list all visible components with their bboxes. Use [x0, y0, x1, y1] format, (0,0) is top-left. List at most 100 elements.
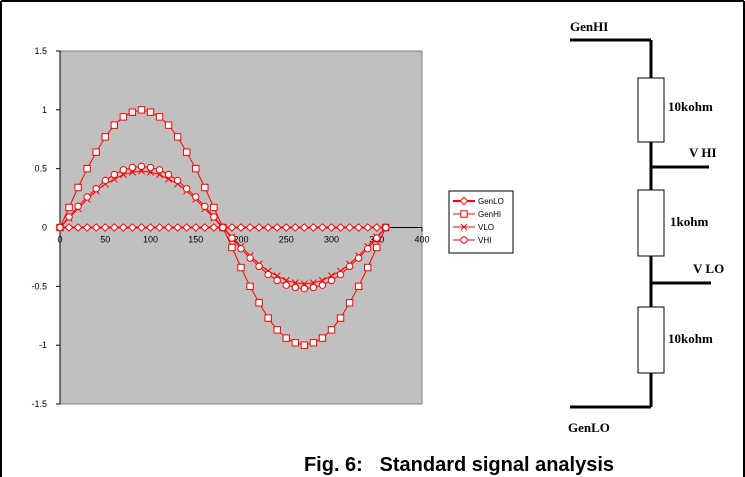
data-point	[318, 334, 327, 342]
data-point	[119, 113, 128, 121]
data-point	[128, 108, 137, 116]
data-point	[100, 223, 110, 232]
data-point	[345, 299, 354, 307]
data-point	[309, 283, 318, 292]
data-point	[200, 223, 210, 232]
legend-label: GenLO	[478, 197, 504, 206]
data-point	[164, 121, 173, 129]
series-vhi	[56, 162, 390, 293]
resistor-2	[637, 189, 665, 257]
data-point	[246, 282, 254, 291]
genhi-label: GenHI	[570, 19, 608, 34]
data-point	[336, 223, 345, 232]
data-point	[92, 184, 100, 193]
y-tick-label: -1	[39, 340, 47, 350]
legend: GenLO GenHI VLO VHI	[448, 190, 514, 254]
data-point	[272, 223, 282, 232]
data-point	[137, 162, 146, 171]
resistor-3-label: 10kohm	[668, 331, 713, 346]
data-point	[74, 202, 82, 211]
resistor-1-label: 10kohm	[668, 99, 713, 114]
voltage-divider-circuit	[570, 38, 711, 409]
resistor-1	[637, 77, 665, 143]
data-point	[210, 203, 218, 212]
y-tick-label: 0.5	[34, 164, 47, 174]
legend-item-vhi: VHI	[453, 236, 491, 245]
data-point	[255, 262, 263, 271]
data-point	[219, 223, 227, 232]
data-point	[263, 223, 273, 232]
circuit-labels: GenHI 10kohm V HI 1kohm V LO 10kohm GenL…	[568, 19, 724, 435]
data-point	[192, 164, 200, 173]
data-point	[92, 148, 100, 156]
data-point	[364, 263, 372, 272]
data-point	[273, 326, 281, 334]
data-point	[282, 281, 290, 289]
legend-label: GenHI	[478, 210, 501, 219]
data-point	[82, 223, 92, 232]
data-point	[354, 282, 363, 291]
resistor-3	[637, 306, 665, 374]
legend-label: VHI	[478, 236, 491, 245]
x-tick-label: 300	[324, 235, 339, 245]
chart: 1.510.50-0.5-1-1.50501001502002503003504…	[31, 46, 514, 409]
genlo-label: GenLO	[568, 420, 610, 435]
data-point	[173, 133, 182, 141]
data-point	[183, 184, 191, 193]
data-point	[101, 176, 109, 185]
data-point	[345, 223, 355, 232]
data-point	[83, 164, 91, 173]
data-point	[291, 339, 300, 347]
data-point	[273, 276, 281, 285]
x-tick-label: 200	[233, 235, 248, 245]
data-point	[173, 223, 183, 232]
data-point	[290, 223, 300, 232]
data-point	[345, 262, 354, 271]
data-point	[318, 223, 327, 232]
vhi-label: V HI	[689, 145, 717, 160]
data-point	[372, 223, 382, 232]
data-point	[74, 183, 82, 192]
data-point	[237, 244, 245, 253]
data-point	[155, 113, 164, 121]
data-point	[137, 106, 146, 114]
data-point	[137, 223, 146, 232]
data-point	[246, 254, 254, 262]
data-point	[118, 223, 128, 232]
data-point	[65, 213, 73, 221]
data-point	[209, 223, 219, 232]
data-point	[164, 170, 173, 179]
data-point	[201, 202, 209, 211]
x-tick-label: 400	[414, 235, 429, 245]
data-point	[201, 183, 209, 192]
data-point	[128, 163, 137, 172]
resistor-2-label: 1kohm	[670, 214, 708, 229]
data-point	[173, 176, 182, 185]
x-tick-label: 250	[279, 235, 294, 245]
data-point	[282, 334, 290, 342]
x-tick-label: 100	[143, 235, 158, 245]
data-point	[109, 223, 119, 232]
data-point	[327, 326, 336, 334]
data-point	[354, 223, 364, 232]
legend-item-genhi: GenHI	[453, 210, 501, 219]
data-point	[327, 276, 336, 285]
data-point	[210, 213, 218, 221]
data-point	[300, 341, 309, 349]
legend-item-genlo: GenLO	[453, 196, 504, 206]
data-point	[373, 243, 381, 252]
data-point	[255, 299, 263, 307]
data-point	[318, 281, 327, 289]
legend-swatch-marker	[460, 210, 468, 218]
data-point	[182, 223, 192, 232]
data-point	[300, 284, 309, 293]
data-point	[237, 263, 245, 272]
data-point	[291, 283, 299, 292]
data-point	[373, 234, 381, 242]
data-point	[228, 234, 236, 242]
data-point	[299, 223, 309, 232]
data-point	[245, 223, 255, 232]
data-point	[65, 203, 73, 212]
data-point	[309, 339, 318, 347]
data-point	[264, 314, 272, 322]
